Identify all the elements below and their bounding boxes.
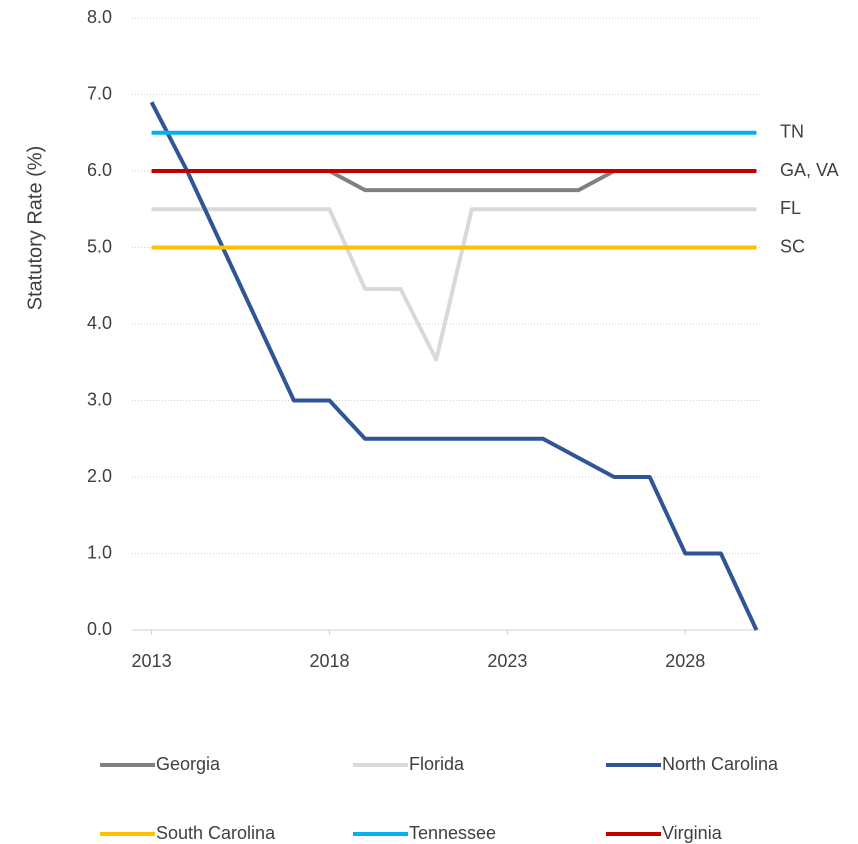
y-axis-label: Statutory Rate (%) bbox=[24, 146, 46, 311]
series-line bbox=[151, 207, 757, 362]
legend-label: Florida bbox=[409, 754, 465, 774]
y-tick-label: 0.0 bbox=[87, 619, 112, 639]
series-line bbox=[149, 101, 759, 631]
y-tick-label: 6.0 bbox=[87, 160, 112, 180]
series-line bbox=[151, 169, 757, 193]
y-tick-label: 8.0 bbox=[87, 7, 112, 27]
legend-label: North Carolina bbox=[662, 754, 779, 774]
x-tick-label: 2018 bbox=[309, 651, 349, 671]
y-tick-label: 2.0 bbox=[87, 466, 112, 486]
y-tick-label: 3.0 bbox=[87, 389, 112, 409]
legend-label: Tennessee bbox=[409, 823, 496, 843]
annotation: GA, VA bbox=[780, 160, 839, 180]
legend-label: Virginia bbox=[662, 823, 723, 843]
y-tick-label: 1.0 bbox=[87, 542, 112, 562]
legend-label: Georgia bbox=[156, 754, 221, 774]
annotation: TN bbox=[780, 122, 804, 142]
legend-label: South Carolina bbox=[156, 823, 276, 843]
y-tick-label: 7.0 bbox=[87, 83, 112, 103]
annotation: FL bbox=[780, 198, 801, 218]
annotation: SC bbox=[780, 236, 805, 256]
y-tick-label: 5.0 bbox=[87, 236, 112, 256]
x-tick-label: 2013 bbox=[132, 651, 172, 671]
x-tick-label: 2023 bbox=[487, 651, 527, 671]
y-tick-label: 4.0 bbox=[87, 313, 112, 333]
x-tick-label: 2028 bbox=[665, 651, 705, 671]
